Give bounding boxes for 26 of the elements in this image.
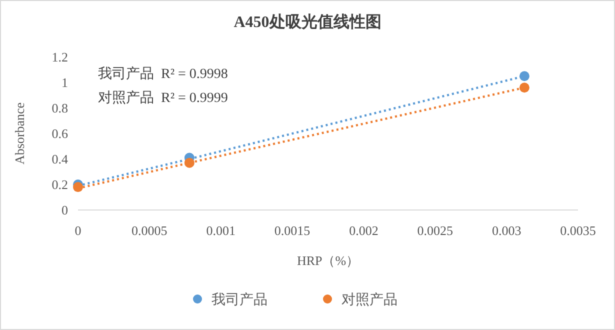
legend-label: 对照产品 (342, 292, 398, 308)
y-tick-label: 0.4 (52, 152, 68, 167)
x-tick-label: 0.0035 (560, 223, 596, 238)
x-axis-title: HRP（%） (296, 253, 360, 268)
point (73, 182, 83, 192)
annotation: 我司产品 R² = 0.9998 (98, 66, 228, 82)
point (184, 158, 194, 168)
chart-title: A450处吸光值线性图 (234, 13, 382, 31)
point (519, 71, 530, 82)
x-tick-label: 0 (74, 223, 82, 238)
x-tick-label: 0.001 (206, 223, 236, 238)
legend-label: 我司产品 (212, 292, 268, 308)
x-tick-label: 0.002 (349, 223, 378, 238)
x-tick-label: 0.003 (492, 223, 522, 238)
y-tick-label: 0 (62, 202, 68, 218)
point (519, 82, 530, 93)
y-axis-title: Absorbance (12, 102, 27, 165)
annotation: 对照产品 R² = 0.9999 (98, 90, 228, 106)
y-tick-label: 0.2 (52, 177, 68, 192)
y-tick-label: 1.2 (52, 50, 68, 65)
y-tick-label: 0.6 (52, 126, 68, 142)
y-tick-label: 1 (62, 75, 68, 90)
x-tick-label: 0.0025 (417, 223, 454, 238)
x-tick-label: 0.0015 (274, 223, 310, 238)
y-tick-label: 0.8 (52, 100, 68, 116)
x-tick-label: 0.0005 (132, 223, 168, 238)
